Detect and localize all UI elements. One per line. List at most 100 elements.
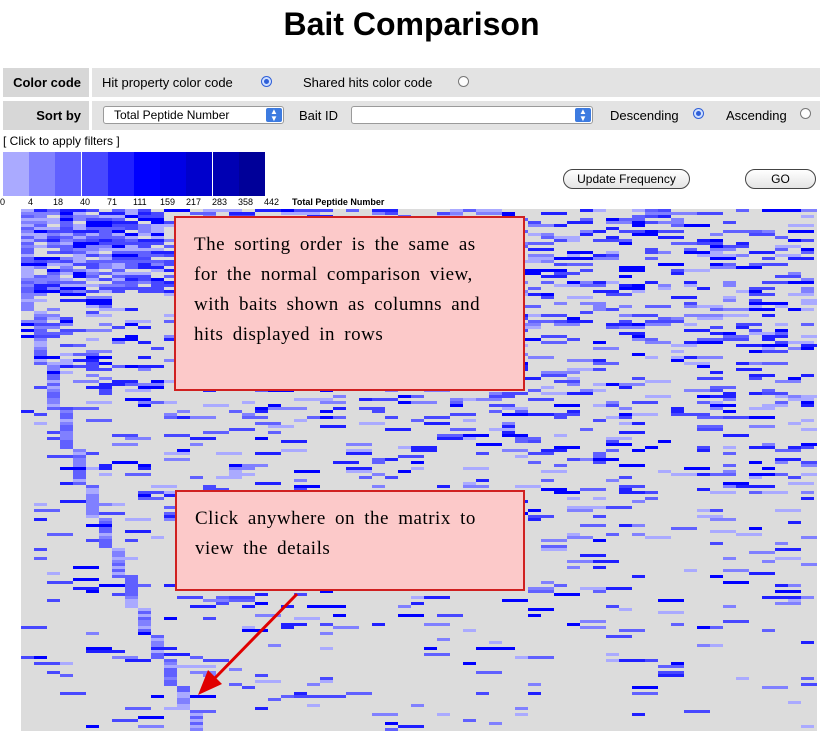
matrix-cell[interactable] xyxy=(671,356,684,359)
matrix-cell[interactable] xyxy=(86,467,99,470)
matrix-cell[interactable] xyxy=(749,416,775,419)
matrix-cell[interactable] xyxy=(606,635,632,638)
matrix-cell[interactable] xyxy=(619,230,645,233)
matrix-cell[interactable] xyxy=(60,263,73,266)
matrix-cell[interactable] xyxy=(99,518,112,521)
matrix-cell[interactable] xyxy=(580,302,606,305)
matrix-cell[interactable] xyxy=(671,350,684,353)
matrix-cell[interactable] xyxy=(73,257,86,260)
matrix-cell[interactable] xyxy=(151,224,164,227)
matrix-cell[interactable] xyxy=(255,707,268,710)
matrix-cell[interactable] xyxy=(788,230,814,233)
matrix-cell[interactable] xyxy=(60,215,73,218)
matrix-cell[interactable] xyxy=(99,467,112,470)
matrix-cell[interactable] xyxy=(645,221,658,224)
matrix-cell[interactable] xyxy=(34,347,47,350)
matrix-cell[interactable] xyxy=(125,212,138,215)
matrix-cell[interactable] xyxy=(125,209,138,212)
matrix-cell[interactable] xyxy=(541,275,567,278)
matrix-cell[interactable] xyxy=(125,599,138,602)
matrix-cell[interactable] xyxy=(645,257,658,260)
matrix-cell[interactable] xyxy=(775,458,788,461)
matrix-cell[interactable] xyxy=(34,338,47,341)
matrix-cell[interactable] xyxy=(86,401,99,404)
matrix-cell[interactable] xyxy=(775,275,801,278)
matrix-cell[interactable] xyxy=(749,329,762,332)
matrix-cell[interactable] xyxy=(177,596,203,599)
matrix-cell[interactable] xyxy=(606,587,632,590)
matrix-cell[interactable] xyxy=(60,428,73,431)
matrix-cell[interactable] xyxy=(723,557,736,560)
matrix-cell[interactable] xyxy=(593,452,606,455)
matrix-cell[interactable] xyxy=(86,302,112,305)
matrix-cell[interactable] xyxy=(60,329,86,332)
matrix-cell[interactable] xyxy=(151,695,164,698)
matrix-cell[interactable] xyxy=(541,269,567,272)
matrix-cell[interactable] xyxy=(411,602,424,605)
matrix-cell[interactable] xyxy=(593,497,606,500)
matrix-cell[interactable] xyxy=(151,254,164,257)
matrix-cell[interactable] xyxy=(138,725,164,728)
matrix-cell[interactable] xyxy=(502,392,528,395)
matrix-cell[interactable] xyxy=(801,725,814,728)
matrix-cell[interactable] xyxy=(34,266,47,269)
matrix-cell[interactable] xyxy=(632,323,645,326)
matrix-cell[interactable] xyxy=(99,242,112,245)
matrix-cell[interactable] xyxy=(580,269,593,272)
matrix-cell[interactable] xyxy=(281,440,307,443)
matrix-cell[interactable] xyxy=(190,713,203,716)
matrix-cell[interactable] xyxy=(567,377,580,380)
matrix-cell[interactable] xyxy=(294,470,320,473)
matrix-cell[interactable] xyxy=(593,389,606,392)
matrix-cell[interactable] xyxy=(424,653,450,656)
matrix-cell[interactable] xyxy=(47,572,60,575)
matrix-cell[interactable] xyxy=(60,692,86,695)
matrix-cell[interactable] xyxy=(710,248,736,251)
matrix-cell[interactable] xyxy=(60,260,73,263)
matrix-cell[interactable] xyxy=(567,560,593,563)
matrix-cell[interactable] xyxy=(242,464,268,467)
matrix-cell[interactable] xyxy=(801,404,814,407)
matrix-cell[interactable] xyxy=(736,254,749,257)
matrix-cell[interactable] xyxy=(788,458,801,461)
matrix-cell[interactable] xyxy=(138,245,151,248)
matrix-cell[interactable] xyxy=(99,233,112,236)
matrix-cell[interactable] xyxy=(554,302,567,305)
matrix-cell[interactable] xyxy=(346,467,372,470)
matrix-cell[interactable] xyxy=(554,413,580,416)
matrix-cell[interactable] xyxy=(151,236,164,239)
matrix-cell[interactable] xyxy=(762,362,788,365)
matrix-cell[interactable] xyxy=(775,254,801,257)
matrix-cell[interactable] xyxy=(697,644,710,647)
matrix-cell[interactable] xyxy=(99,542,112,545)
matrix-cell[interactable] xyxy=(710,491,736,494)
matrix-cell[interactable] xyxy=(138,497,164,500)
matrix-cell[interactable] xyxy=(112,326,125,329)
matrix-cell[interactable] xyxy=(801,323,814,326)
matrix-cell[interactable] xyxy=(99,290,112,293)
matrix-cell[interactable] xyxy=(580,284,606,287)
matrix-cell[interactable] xyxy=(47,308,60,311)
matrix-cell[interactable] xyxy=(60,344,73,347)
matrix-cell[interactable] xyxy=(34,413,47,416)
matrix-cell[interactable] xyxy=(567,296,593,299)
matrix-cell[interactable] xyxy=(333,461,359,464)
matrix-cell[interactable] xyxy=(21,266,34,269)
matrix-cell[interactable] xyxy=(164,452,190,455)
matrix-cell[interactable] xyxy=(606,506,632,509)
matrix-cell[interactable] xyxy=(697,338,723,341)
matrix-cell[interactable] xyxy=(21,212,34,215)
matrix-cell[interactable] xyxy=(229,467,255,470)
matrix-cell[interactable] xyxy=(151,221,164,224)
matrix-cell[interactable] xyxy=(86,374,99,377)
matrix-cell[interactable] xyxy=(541,236,554,239)
matrix-cell[interactable] xyxy=(541,488,567,491)
matrix-cell[interactable] xyxy=(554,416,567,419)
matrix-cell[interactable] xyxy=(684,362,710,365)
matrix-cell[interactable] xyxy=(164,458,190,461)
matrix-cell[interactable] xyxy=(112,341,125,344)
matrix-cell[interactable] xyxy=(749,302,762,305)
matrix-cell[interactable] xyxy=(138,404,151,407)
matrix-cell[interactable] xyxy=(775,473,788,476)
matrix-cell[interactable] xyxy=(606,383,619,386)
